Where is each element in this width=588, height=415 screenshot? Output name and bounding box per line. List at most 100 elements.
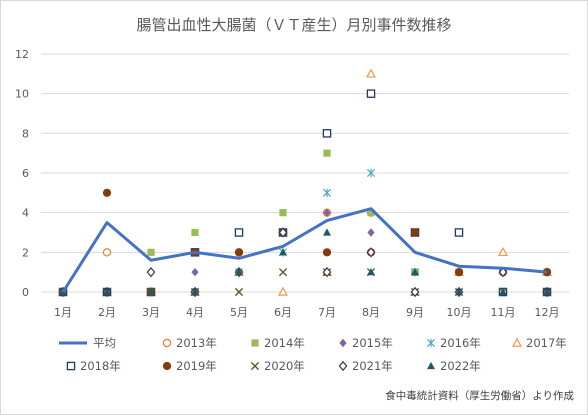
x-tick-label: 12月 (535, 306, 560, 319)
y-tick-label: 8 (22, 127, 29, 140)
legend-item: 2019年 (162, 359, 217, 373)
legend-label: 2017年 (526, 336, 567, 350)
data-point (234, 248, 244, 257)
legend-label: 2018年 (80, 359, 121, 373)
y-tick-label: 12 (15, 48, 29, 61)
data-point (455, 287, 463, 296)
x-tick-label: 1月 (54, 306, 72, 319)
data-point (191, 228, 199, 237)
y-tick-label: 6 (22, 167, 29, 180)
y-tick-label: 2 (22, 246, 29, 259)
x-tick-label: 7月 (318, 306, 336, 319)
data-point (367, 209, 375, 217)
x-tick-label: 5月 (230, 306, 248, 319)
data-point (277, 286, 289, 296)
data-point (366, 168, 376, 178)
data-point (191, 287, 199, 296)
data-point (323, 149, 331, 157)
data-point (366, 247, 376, 258)
data-point (191, 267, 199, 277)
x-tick-label: 4月 (186, 306, 204, 319)
y-tick-label: 0 (22, 286, 29, 299)
data-point (234, 287, 244, 297)
data-point (147, 287, 155, 296)
data-point (366, 89, 376, 98)
legend-swatch (162, 361, 172, 371)
x-tick-label: 9月 (406, 306, 424, 319)
data-point (498, 267, 508, 278)
legend-label: 2020年 (264, 359, 305, 373)
legend-item: 2022年 (427, 359, 481, 373)
source-note: 食中毒統計資料（厚生労働省）より作成 (385, 389, 574, 402)
series-2019年 (58, 188, 552, 297)
data-point (322, 188, 332, 198)
data-point (278, 227, 288, 238)
data-point (367, 268, 375, 276)
legend-label: 2021年 (352, 359, 393, 373)
legend-label: 2015年 (352, 336, 393, 350)
x-axis: 1月 2月 3月 4月 5月 6月 7月 8月 9月 10月 11月 12月 (54, 306, 560, 319)
data-point (103, 287, 111, 296)
data-point (411, 268, 419, 276)
data-point (279, 209, 287, 217)
data-point (499, 287, 507, 296)
data-point (454, 228, 464, 237)
series-line-平均 (61, 207, 548, 293)
y-tick-label: 10 (15, 88, 29, 101)
series-2018年 (58, 89, 552, 297)
data-point (235, 268, 243, 276)
legend-label: 2019年 (176, 359, 217, 373)
chart-title: 腸管出血性大腸菌（ＶＴ産生）月別事件数推移 (136, 16, 451, 34)
data-point (146, 267, 156, 278)
legend-item: 平均 (59, 336, 116, 350)
legend-swatch (338, 360, 348, 372)
series-2022年 (59, 228, 551, 296)
y-tick-label: 4 (22, 207, 29, 220)
legend-label: 平均 (93, 336, 116, 350)
legend-swatch (162, 338, 172, 348)
y-axis: 0 2 4 6 8 10 12 (15, 48, 29, 299)
gridlines (41, 53, 569, 293)
legend-swatch (427, 361, 435, 370)
data-point (454, 268, 464, 277)
legend-swatch (66, 361, 76, 371)
legend-swatch (511, 337, 523, 347)
data-point (410, 286, 420, 298)
data-point (323, 208, 331, 217)
legend-swatch (250, 361, 260, 371)
legend-item: 2021年 (338, 359, 393, 373)
legend-label: 2016年 (440, 336, 481, 350)
data-point (322, 248, 332, 257)
data-point (322, 267, 332, 278)
data-point (234, 228, 244, 237)
x-tick-label: 10月 (447, 306, 472, 319)
legend-label: 2013年 (176, 336, 217, 350)
average-line (61, 207, 548, 293)
series-2014年 (59, 149, 551, 296)
legend-item: 2013年 (162, 336, 217, 350)
x-tick-label: 2月 (98, 306, 116, 319)
series-2021年 (58, 227, 552, 298)
data-point (323, 228, 331, 236)
data-point (102, 248, 112, 257)
data-point (543, 287, 551, 296)
x-tick-label: 6月 (274, 306, 292, 319)
series-2017年 (57, 68, 553, 296)
plot-area (57, 68, 553, 298)
legend-label: 2014年 (264, 336, 305, 350)
x-tick-label: 8月 (362, 306, 380, 319)
legend-item: 2015年 (339, 336, 393, 350)
legend-item: 2018年 (66, 359, 121, 373)
data-point (147, 248, 155, 256)
x-tick-label: 11月 (491, 306, 516, 319)
legend-swatch (339, 338, 347, 348)
data-point (102, 188, 112, 197)
legend: 平均 2013年 2014年 2015年 2016年 2017年 2018年 2019年 202… (59, 336, 567, 373)
legend-item: 2020年 (250, 359, 305, 373)
data-point (367, 228, 375, 237)
data-point (497, 246, 509, 257)
data-point (279, 248, 287, 256)
legend-swatch (426, 338, 436, 348)
data-point (322, 129, 332, 138)
